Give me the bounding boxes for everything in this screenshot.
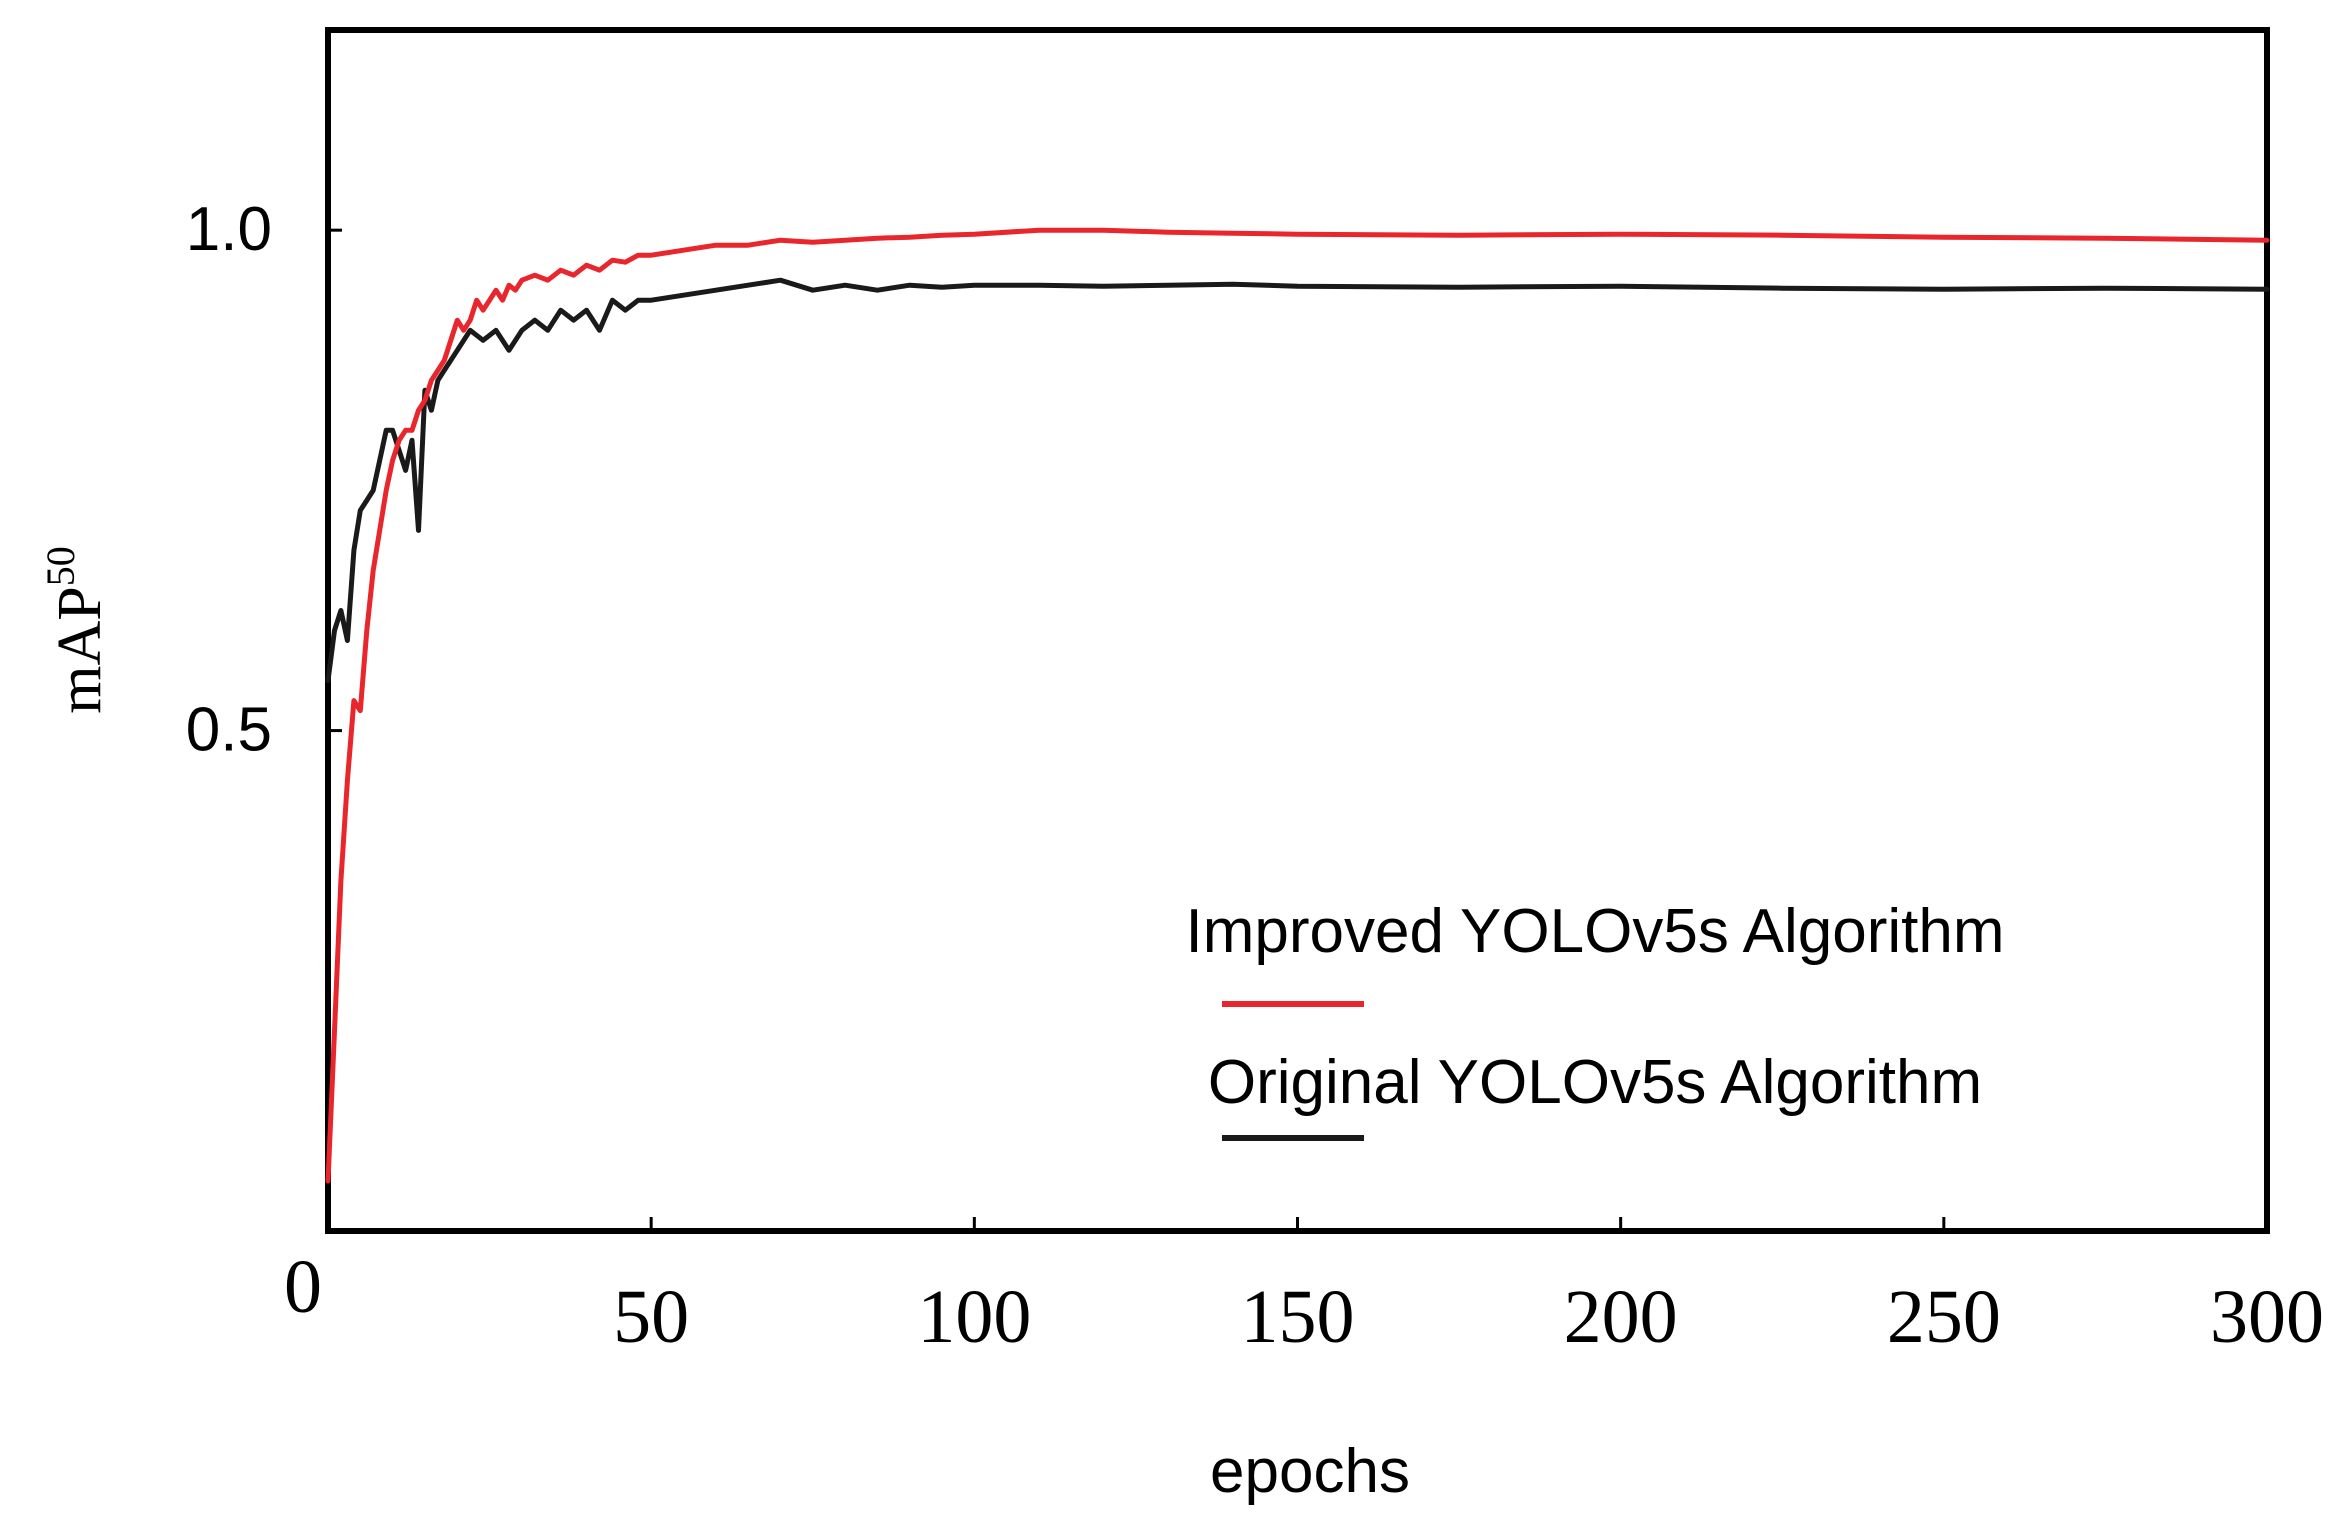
legend-label: Original YOLOv5s Algorithm bbox=[1208, 1048, 1982, 1117]
y-axis-label-main: mAP bbox=[46, 586, 114, 713]
y-axis-ticks: 0.5 1.0 bbox=[186, 195, 342, 765]
series-line-improved bbox=[325, 227, 2270, 1184]
x-tick-label: 300 bbox=[2210, 1275, 2324, 1359]
x-tick-label: 250 bbox=[1887, 1275, 2001, 1359]
x-axis-ticks: 0 50 100 150 200 250 300 bbox=[284, 1217, 2324, 1359]
legend-label: Improved YOLOv5s Algorithm bbox=[1186, 897, 2005, 966]
legend: Improved YOLOv5s Algorithm Original YOLOv… bbox=[1186, 897, 2005, 1141]
y-tick-label: 1.0 bbox=[186, 195, 272, 264]
y-tick-label: 0.5 bbox=[186, 696, 272, 765]
y-axis-label: mAP50 bbox=[38, 546, 114, 713]
x-tick-label: 150 bbox=[1241, 1275, 1355, 1359]
plot-area bbox=[325, 27, 2270, 1234]
x-axis-label: epochs bbox=[1210, 1437, 1410, 1506]
x-tick-label: 0 bbox=[284, 1245, 322, 1329]
x-tick-label: 100 bbox=[917, 1275, 1031, 1359]
y-axis-label-superscript: 50 bbox=[38, 546, 83, 586]
series-lines bbox=[325, 227, 2270, 1184]
x-tick-label: 200 bbox=[1564, 1275, 1678, 1359]
x-tick-label: 50 bbox=[613, 1275, 689, 1359]
series-line-original bbox=[325, 277, 2270, 683]
